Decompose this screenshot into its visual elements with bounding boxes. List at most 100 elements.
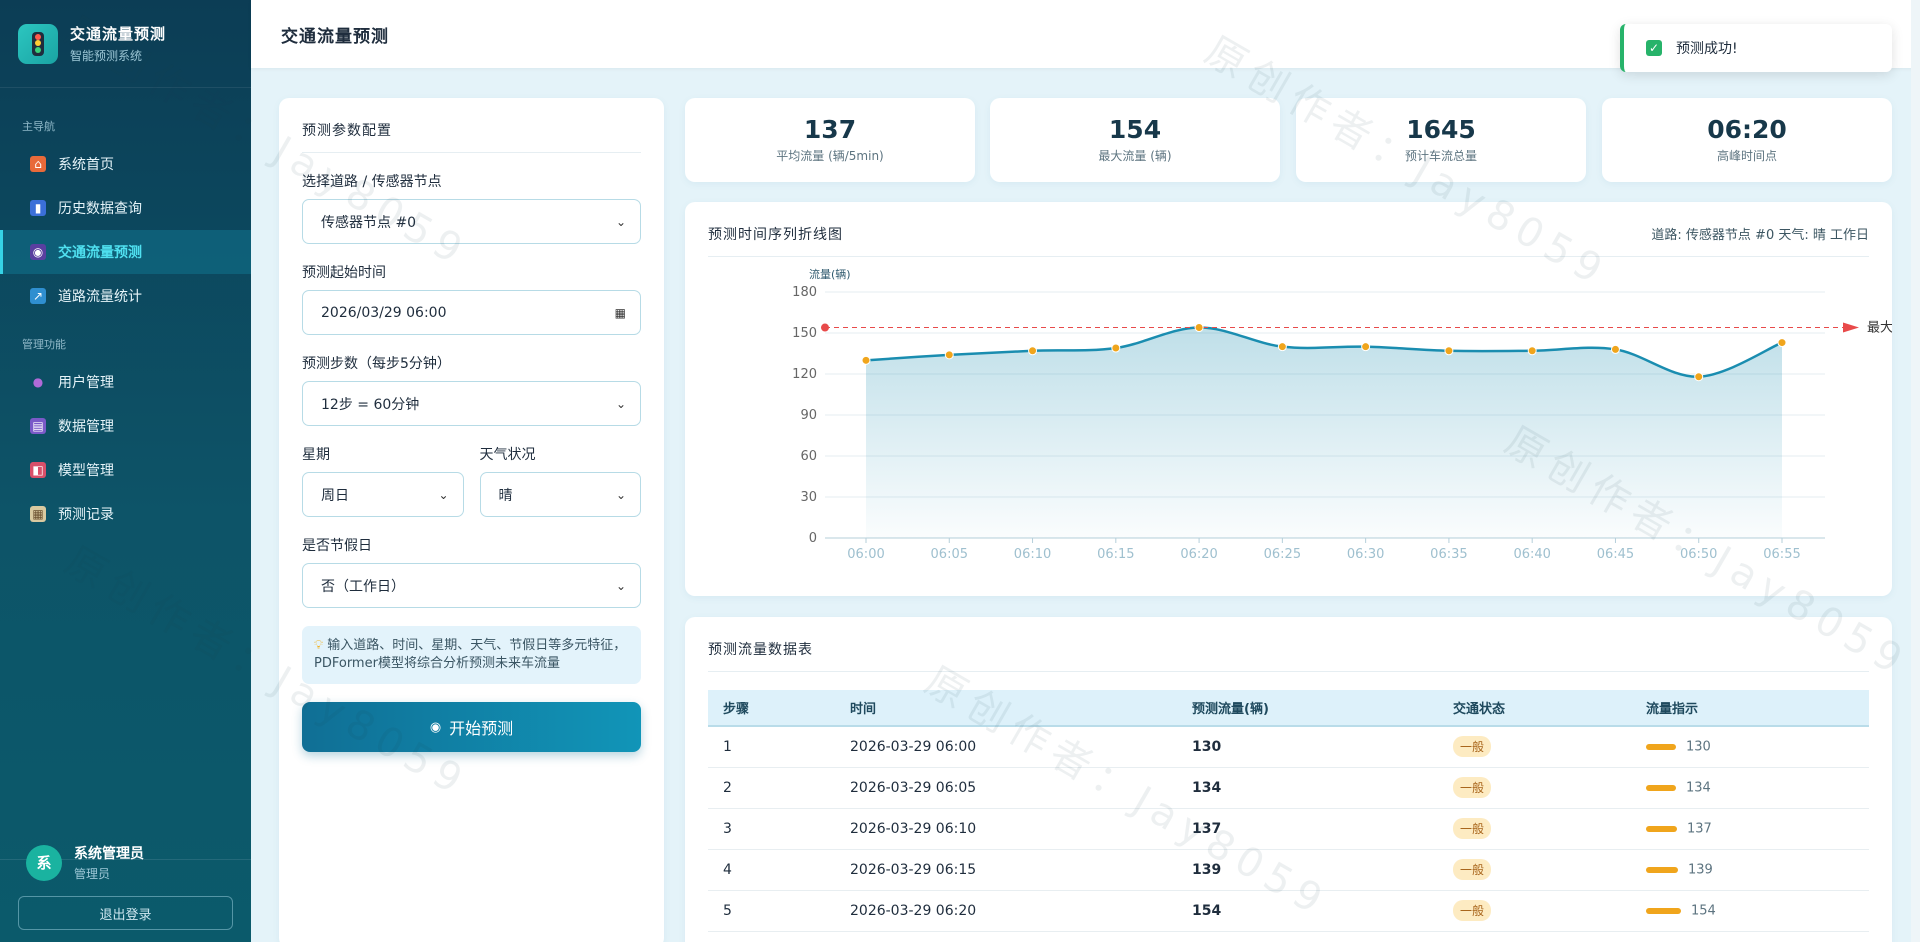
x-tick-label: 06:00 [847, 547, 884, 562]
road-select[interactable]: 传感器节点 #0 ⌄ [302, 199, 641, 244]
sidebar-item-model[interactable]: ◧ 模型管理 [0, 448, 251, 492]
cell-indicator: 154 [1631, 890, 1869, 932]
cell-time: 2026-03-29 06:15 [835, 849, 1177, 891]
week-weather-row: 星期 周日 ⌄ 天气状况 晴 ⌄ [302, 426, 641, 517]
holiday-select[interactable]: 否（工作日） ⌄ [302, 563, 641, 608]
data-point [1444, 346, 1454, 356]
cell-indicator: 139 [1631, 849, 1869, 891]
nav-section-admin: 管理功能 [22, 338, 66, 351]
x-tick-label: 06:55 [1763, 547, 1800, 562]
cell-step: 4 [708, 849, 835, 891]
y-tick-label: 30 [800, 490, 817, 505]
traffic-light-icon [18, 23, 58, 64]
column-header: 步骤 [708, 690, 835, 727]
logout-button[interactable]: 退出登录 [18, 896, 233, 930]
start-prediction-label: 开始预测 [449, 719, 514, 738]
stat-card-peak: 06:20 高峰时间点 [1602, 98, 1892, 182]
nav-main: ⌂ 系统首页 ▮ 历史数据查询 ◉ 交通流量预测 ↗ 道路流量统计 [0, 142, 251, 318]
chevron-down-icon: ⌄ [615, 578, 626, 593]
cell-time: 2026-03-29 06:10 [835, 808, 1177, 850]
home-icon: ⌂ [30, 156, 46, 172]
flow-line-chart: 流量(辆) 0 30 60 90 120 150 180 06:00 06:05 06:10 06:1… [792, 267, 1892, 562]
weather-select[interactable]: 晴 ⌄ [479, 472, 641, 517]
tip-text: 输入道路、时间、星期、天气、节假日等多元特征，PDFormer模型将综合分析预测… [314, 638, 627, 671]
nav-section-main: 主导航 [22, 120, 55, 133]
calendar-icon[interactable]: ▦ [614, 305, 626, 320]
cell-step: 2 [708, 767, 835, 809]
weather-label: 天气状况 [479, 447, 536, 463]
max-line-start-dot [821, 323, 829, 332]
status-badge: 一般 [1453, 736, 1492, 758]
x-tick-label: 06:25 [1264, 547, 1301, 562]
week-label: 星期 [302, 447, 330, 463]
column-header: 时间 [835, 690, 1177, 727]
sidebar-item-label: 历史数据查询 [58, 201, 142, 217]
data-point [1028, 346, 1038, 356]
stat-card-avg: 137 平均流量 (辆/5min) [685, 98, 975, 182]
sidebar-item-label: 交通流量预测 [58, 245, 142, 261]
nav-admin: ● 用户管理 ▤ 数据管理 ◧ 模型管理 ▦ 预测记录 [0, 360, 251, 536]
chevron-down-icon: ⌄ [438, 487, 449, 502]
sidebar-item-home[interactable]: ⌂ 系统首页 [0, 142, 251, 186]
cell-flow: 154 [1177, 890, 1438, 932]
start-time-label: 预测起始时间 [302, 265, 386, 281]
data-point [1777, 338, 1787, 348]
status-badge: 一般 [1453, 777, 1492, 798]
y-tick-label: 120 [792, 367, 817, 382]
chart-panel: 预测时间序列折线图 道路: 传感器节点 #0 天气: 晴 工作日 流量(辆) 0 3… [685, 202, 1892, 596]
sidebar-item-data[interactable]: ▤ 数据管理 [0, 404, 251, 448]
cell-step: 3 [708, 808, 835, 850]
data-point [1610, 344, 1620, 354]
flow-indicator-bar [1646, 907, 1681, 914]
cell-flow: 134 [1177, 767, 1438, 809]
check-icon: ✓ [1646, 40, 1662, 56]
avatar: 系 [26, 844, 62, 881]
stat-label: 高峰时间点 [1716, 149, 1777, 163]
cell-flow: 139 [1177, 849, 1438, 891]
cell-flow: 137 [1177, 808, 1438, 850]
user-role: 管理员 [74, 867, 111, 881]
stat-label: 平均流量 (辆/5min) [776, 149, 884, 163]
flow-indicator-bar [1646, 743, 1676, 750]
column-header: 预测流量(辆) [1177, 690, 1438, 727]
chart-header: 预测时间序列折线图 道路: 传感器节点 #0 天气: 晴 工作日 [708, 224, 1869, 257]
week-value: 周日 [321, 487, 349, 504]
cell-status: 一般 [1438, 767, 1631, 809]
sidebar-item-label: 系统首页 [58, 157, 114, 173]
stat-card-max: 154 最大流量 (辆) [990, 98, 1280, 182]
sidebar-item-records[interactable]: ▦ 预测记录 [0, 492, 251, 536]
road-value: 传感器节点 #0 [321, 214, 417, 231]
start-time-input[interactable]: 2026/03/29 06:00 ▦ [302, 290, 641, 335]
table-row: 2 2026-03-29 06:05 134 一般 134 [708, 767, 1869, 809]
prediction-table: 步骤 时间 预测流量(辆) 交通状态 流量指示 1 2026-03-29 06:0… [708, 690, 1869, 932]
page-scrollbar[interactable] [1911, 0, 1920, 942]
steps-select[interactable]: 12步 = 60分钟 ⌄ [302, 381, 641, 426]
cell-time: 2026-03-29 06:05 [835, 767, 1177, 809]
sidebar-item-users[interactable]: ● 用户管理 [0, 360, 251, 404]
steps-label: 预测步数（每步5分钟） [302, 356, 451, 372]
user-profile: 系 系统管理员 管理员 [26, 843, 144, 882]
steps-value: 12步 = 60分钟 [321, 396, 420, 413]
sidebar-item-label: 用户管理 [58, 375, 114, 391]
data-point [1277, 342, 1287, 352]
stat-value: 06:20 [1707, 115, 1787, 144]
max-line-label: 最大 1 [1867, 321, 1892, 336]
week-select[interactable]: 周日 ⌄ [302, 472, 464, 517]
x-tick-label: 06:05 [931, 547, 968, 562]
status-badge: 一般 [1453, 818, 1492, 839]
cell-step: 5 [708, 890, 835, 932]
flow-indicator-bar [1646, 784, 1676, 791]
sidebar-item-prediction[interactable]: ◉ 交通流量预测 [0, 230, 251, 274]
flow-indicator-value: 130 [1686, 739, 1711, 755]
column-header: 流量指示 [1631, 690, 1869, 727]
params-title: 预测参数配置 [302, 120, 641, 153]
sidebar-item-statistics[interactable]: ↗ 道路流量统计 [0, 274, 251, 318]
column-header: 交通状态 [1438, 690, 1631, 727]
holiday-value: 否（工作日） [321, 578, 405, 595]
start-prediction-button[interactable]: ◉ 开始预测 [302, 702, 641, 752]
series-line [865, 326, 1783, 378]
sidebar-item-label: 模型管理 [58, 463, 114, 479]
sidebar-item-history[interactable]: ▮ 历史数据查询 [0, 186, 251, 230]
x-tick-label: 06:15 [1097, 547, 1134, 562]
y-tick-label: 0 [809, 531, 817, 546]
